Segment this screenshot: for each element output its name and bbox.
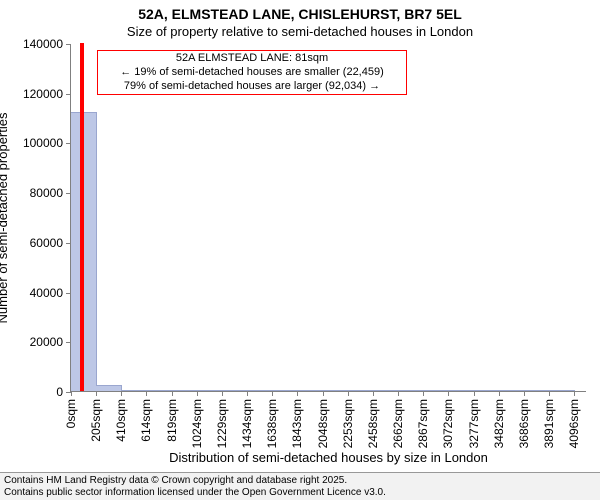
y-tick-label: 80000: [30, 186, 63, 200]
x-tick-label: 205sqm: [89, 399, 103, 442]
y-tick: [66, 94, 71, 95]
histogram-bar: [323, 390, 349, 391]
histogram-bar: [423, 390, 449, 391]
histogram-bar: [297, 390, 323, 391]
x-tick-label: 2662sqm: [391, 399, 405, 448]
highlight-marker: [80, 43, 84, 391]
y-tick-label: 20000: [30, 335, 63, 349]
histogram-bar: [146, 390, 172, 391]
y-tick-label: 40000: [30, 286, 63, 300]
chart-title-line1: 52A, ELMSTEAD LANE, CHISLEHURST, BR7 5EL: [0, 6, 600, 22]
histogram-bar: [96, 385, 122, 391]
histogram-bar: [197, 390, 223, 391]
x-tick: [71, 391, 72, 396]
x-tick: [146, 391, 147, 396]
histogram-bar: [172, 390, 198, 391]
x-tick-label: 3072sqm: [441, 399, 455, 448]
y-tick-label: 0: [56, 385, 63, 399]
footer-line-1: Contains HM Land Registry data © Crown c…: [4, 475, 596, 487]
x-tick-label: 0sqm: [64, 399, 78, 428]
x-tick: [398, 391, 399, 396]
x-tick-label: 1638sqm: [265, 399, 279, 448]
x-tick: [297, 391, 298, 396]
y-tick-label: 100000: [23, 136, 63, 150]
histogram-bar: [272, 390, 298, 391]
x-tick: [272, 391, 273, 396]
y-tick-label: 60000: [30, 236, 63, 250]
histogram-bar: [474, 390, 500, 391]
x-tick-label: 3482sqm: [492, 399, 506, 448]
y-tick-label: 120000: [23, 87, 63, 101]
x-tick: [96, 391, 97, 396]
chart-title-line2: Size of property relative to semi-detach…: [0, 24, 600, 39]
x-tick-label: 1434sqm: [240, 399, 254, 448]
x-tick-label: 1843sqm: [290, 399, 304, 448]
histogram-bar: [499, 390, 525, 391]
x-tick-label: 1024sqm: [190, 399, 204, 448]
x-tick: [474, 391, 475, 396]
annotation-box: 52A ELMSTEAD LANE: 81sqm ← 19% of semi-d…: [97, 50, 407, 95]
histogram-bar: [373, 390, 399, 391]
histogram-bar: [247, 390, 273, 391]
histogram-bar: [549, 390, 575, 391]
histogram-bar: [222, 390, 248, 391]
plot-area: Distribution of semi-detached houses by …: [70, 44, 586, 392]
x-tick: [423, 391, 424, 396]
x-tick: [247, 391, 248, 396]
x-tick: [373, 391, 374, 396]
attribution-footer: Contains HM Land Registry data © Crown c…: [0, 472, 600, 500]
x-tick: [549, 391, 550, 396]
x-tick: [448, 391, 449, 396]
x-tick-label: 3277sqm: [467, 399, 481, 448]
x-tick-label: 2458sqm: [366, 399, 380, 448]
y-tick-label: 140000: [23, 37, 63, 51]
x-tick: [197, 391, 198, 396]
histogram-bar: [348, 390, 374, 391]
x-tick-label: 3891sqm: [542, 399, 556, 448]
footer-line-2: Contains public sector information licen…: [4, 487, 596, 499]
x-tick: [499, 391, 500, 396]
annotation-line-1: 52A ELMSTEAD LANE: 81sqm: [102, 52, 402, 66]
x-tick: [524, 391, 525, 396]
x-tick-label: 410sqm: [114, 399, 128, 442]
annotation-line-2: ← 19% of semi-detached houses are smalle…: [102, 66, 402, 80]
y-axis-label: Number of semi-detached properties: [0, 113, 10, 324]
x-tick-label: 2867sqm: [416, 399, 430, 448]
histogram-bar: [524, 390, 550, 391]
x-tick: [323, 391, 324, 396]
histogram-bar: [448, 390, 474, 391]
x-tick: [348, 391, 349, 396]
x-axis-label: Distribution of semi-detached houses by …: [71, 450, 586, 465]
histogram-bar: [121, 390, 147, 391]
histogram-bar: [398, 390, 424, 391]
x-tick-label: 819sqm: [165, 399, 179, 442]
x-tick-label: 3686sqm: [517, 399, 531, 448]
chart-root: 52A, ELMSTEAD LANE, CHISLEHURST, BR7 5EL…: [0, 0, 600, 500]
x-tick: [172, 391, 173, 396]
annotation-line-3: 79% of semi-detached houses are larger (…: [102, 80, 402, 94]
x-tick-label: 2253sqm: [341, 399, 355, 448]
x-tick: [574, 391, 575, 396]
x-tick-label: 1229sqm: [215, 399, 229, 448]
x-tick: [222, 391, 223, 396]
y-tick: [66, 44, 71, 45]
x-tick-label: 4096sqm: [567, 399, 581, 448]
x-tick-label: 614sqm: [139, 399, 153, 442]
x-tick: [121, 391, 122, 396]
x-tick-label: 2048sqm: [316, 399, 330, 448]
